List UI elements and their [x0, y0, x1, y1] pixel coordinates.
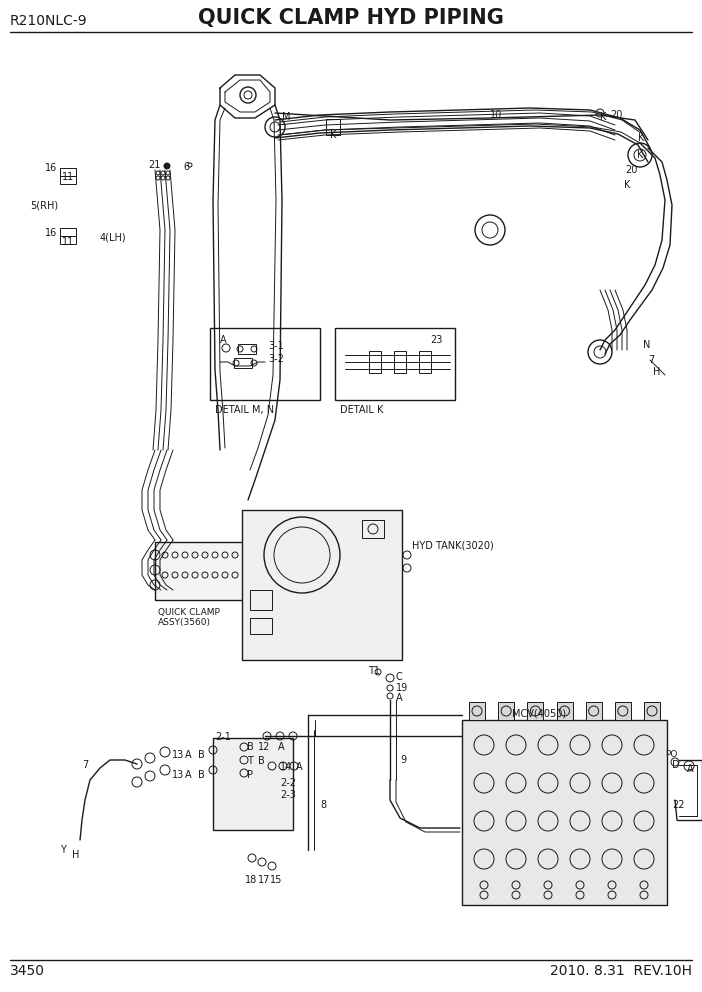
Text: P: P [247, 770, 253, 780]
Text: B: B [198, 750, 205, 760]
Bar [326, 119, 340, 135]
Text: 5(RH): 5(RH) [30, 200, 58, 210]
Text: DETAIL M, N: DETAIL M, N [215, 405, 274, 415]
Bar [250, 618, 272, 634]
Text: H: H [72, 850, 79, 860]
Bar [60, 236, 76, 244]
Text: ASSY(3560): ASSY(3560) [158, 618, 211, 627]
Text: MCV(4050): MCV(4050) [512, 708, 566, 718]
Bar [585, 702, 602, 720]
Text: 13: 13 [172, 770, 184, 780]
Text: 2-3: 2-3 [280, 790, 296, 800]
Text: PO: PO [665, 750, 677, 759]
Bar [250, 590, 272, 610]
Text: 2010. 8.31  REV.10H: 2010. 8.31 REV.10H [550, 964, 692, 978]
Text: 15: 15 [270, 875, 282, 885]
Text: A: A [278, 742, 284, 752]
Text: M: M [282, 112, 291, 122]
Text: 6: 6 [183, 162, 189, 172]
Text: 8: 8 [320, 800, 326, 810]
Text: 16: 16 [45, 163, 58, 173]
Text: 12: 12 [258, 742, 270, 752]
Circle shape [164, 163, 170, 169]
Text: 3450: 3450 [10, 964, 45, 978]
Text: 21: 21 [148, 160, 160, 170]
Text: 3-1: 3-1 [268, 341, 284, 351]
Text: A: A [396, 693, 403, 703]
Text: B: B [198, 770, 205, 780]
Text: B: B [247, 742, 253, 752]
Bar [462, 720, 667, 905]
Text: A: A [185, 750, 192, 760]
Bar [242, 510, 402, 660]
Bar [60, 176, 76, 184]
Bar [498, 702, 514, 720]
Text: R210NLC-9: R210NLC-9 [10, 14, 88, 28]
Text: 20: 20 [625, 165, 637, 175]
Text: 4(LH): 4(LH) [100, 232, 126, 242]
Text: 14: 14 [280, 762, 292, 772]
Text: K: K [637, 150, 643, 160]
Bar [469, 702, 485, 720]
Text: K: K [624, 180, 630, 190]
Text: K: K [330, 130, 336, 140]
Text: 7: 7 [82, 760, 88, 770]
Bar [557, 702, 573, 720]
Text: C: C [396, 672, 403, 682]
Text: 9: 9 [400, 755, 406, 765]
Text: 10: 10 [490, 110, 502, 120]
Bar [419, 351, 431, 373]
Bar [615, 702, 631, 720]
Text: 11: 11 [62, 172, 74, 182]
Text: QUICK CLAMP HYD PIPING: QUICK CLAMP HYD PIPING [198, 8, 504, 28]
Text: HYD TANK(3020): HYD TANK(3020) [412, 540, 494, 550]
Text: 17: 17 [258, 875, 270, 885]
Text: Y: Y [60, 845, 66, 855]
Text: A: A [185, 770, 192, 780]
Text: K: K [638, 133, 644, 143]
Text: 2-2: 2-2 [280, 778, 296, 788]
Text: 2-1: 2-1 [215, 732, 231, 742]
Text: B: B [258, 756, 265, 766]
Text: A: A [220, 335, 227, 345]
Bar [335, 328, 455, 400]
Bar [238, 344, 256, 354]
Text: 18: 18 [245, 875, 257, 885]
Text: 13: 13 [172, 750, 184, 760]
Text: 16: 16 [45, 228, 58, 238]
Text: T1: T1 [368, 666, 380, 676]
Text: 3-2: 3-2 [268, 354, 284, 364]
Bar [60, 168, 76, 176]
Text: D: D [672, 760, 680, 770]
Bar [644, 702, 660, 720]
Bar [527, 702, 543, 720]
Text: 20: 20 [610, 110, 623, 120]
Text: QUICK CLAMP: QUICK CLAMP [158, 608, 220, 617]
Text: K: K [600, 112, 607, 122]
Text: 22: 22 [672, 800, 684, 810]
Bar [213, 738, 293, 830]
Text: 19: 19 [396, 683, 409, 693]
Bar [210, 328, 320, 400]
Text: A: A [296, 762, 303, 772]
Bar [234, 358, 252, 368]
Text: A: A [687, 764, 694, 774]
Bar [60, 228, 76, 236]
Text: 23: 23 [430, 335, 442, 345]
Bar [362, 520, 384, 538]
Bar [369, 351, 381, 373]
Bar [155, 542, 255, 600]
Text: N: N [643, 340, 650, 350]
Text: T: T [247, 756, 253, 766]
Text: 7: 7 [648, 355, 654, 365]
Bar [394, 351, 406, 373]
Text: DETAIL K: DETAIL K [340, 405, 383, 415]
Text: H: H [653, 367, 661, 377]
Text: 11: 11 [62, 237, 74, 247]
